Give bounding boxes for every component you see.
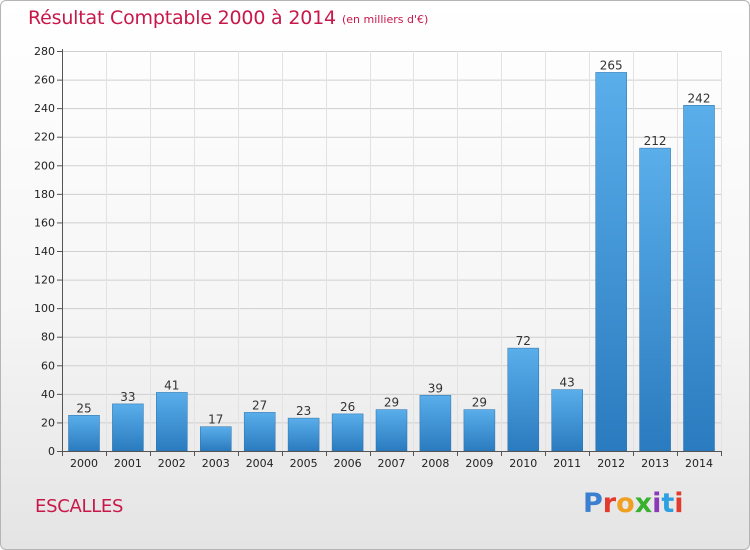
data-label: 26: [340, 400, 355, 414]
y-tick-label: 260: [34, 74, 55, 87]
bar: [507, 347, 540, 452]
data-label: 39: [428, 381, 443, 395]
data-label: 212: [644, 134, 667, 148]
data-label: 41: [164, 378, 179, 392]
bar: [419, 395, 452, 452]
logo-letter: P: [583, 488, 603, 519]
data-label: 43: [560, 376, 575, 390]
bar: [287, 417, 320, 452]
logo-letter: i: [674, 488, 684, 519]
x-tick-label: 2013: [641, 457, 669, 470]
data-label: 29: [384, 396, 399, 410]
x-tick-label: 2003: [202, 457, 230, 470]
data-label: 23: [296, 404, 311, 418]
data-label: 25: [76, 401, 91, 415]
logo-letter: x: [634, 488, 653, 519]
bar: [243, 412, 276, 452]
x-tick-label: 2006: [334, 457, 362, 470]
y-tick-label: 240: [34, 102, 55, 115]
data-label: 29: [472, 396, 487, 410]
y-tick-label: 120: [34, 274, 55, 287]
proxiti-logo[interactable]: Proxiti: [583, 488, 684, 519]
y-tick-label: 0: [48, 445, 55, 458]
bar: [68, 415, 100, 452]
bar: [112, 403, 144, 452]
data-label: 27: [252, 398, 267, 412]
x-tick-label: 2014: [685, 457, 713, 470]
bar: [551, 389, 583, 452]
axes: [57, 49, 722, 456]
x-tick-label: 2001: [114, 457, 142, 470]
y-tick-label: 280: [34, 45, 55, 58]
data-label: 72: [516, 334, 531, 348]
y-tick-label: 200: [34, 159, 55, 172]
bar: [683, 105, 715, 452]
y-tick-label: 180: [34, 188, 55, 201]
chart-subtitle: (en milliers d'€): [342, 13, 429, 26]
labels: 0 20 40 60 80 100 120 140 160 180 200 220 240 260 280 2…: [34, 45, 713, 470]
x-tick-label: 2004: [246, 457, 274, 470]
logo-letter: t: [661, 488, 675, 519]
x-tick-label: 2000: [70, 457, 98, 470]
x-tick-label: 2008: [421, 457, 449, 470]
x-tick-label: 2010: [509, 457, 537, 470]
y-tick-label: 40: [41, 388, 55, 401]
logo-letter: o: [616, 488, 635, 519]
bar: [156, 392, 188, 452]
x-tick-label: 2009: [465, 457, 493, 470]
x-tick-label: 2011: [553, 457, 581, 470]
bar: [331, 413, 364, 452]
y-tick-label: 100: [34, 302, 55, 315]
bar: [200, 426, 232, 452]
data-label: 265: [600, 58, 623, 72]
bar: [639, 147, 671, 452]
data-label: 242: [688, 91, 711, 105]
bar: [595, 72, 627, 452]
logo-letter: r: [602, 488, 617, 519]
y-tick-label: 220: [34, 131, 55, 144]
bar: [375, 409, 408, 452]
x-tick-label: 2005: [290, 457, 318, 470]
commune-name: ESCALLES: [35, 496, 124, 517]
x-tick-label: 2002: [158, 457, 186, 470]
y-tick-label: 140: [34, 245, 55, 258]
x-tick-label: 2007: [378, 457, 406, 470]
chart-title: Résultat Comptable 2000 à 2014: [28, 7, 336, 29]
bar: [463, 409, 496, 452]
y-tick-label: 20: [41, 416, 55, 429]
y-tick-label: 60: [41, 359, 55, 372]
y-tick-label: 160: [34, 216, 55, 229]
x-tick-label: 2012: [597, 457, 625, 470]
data-label: 17: [208, 413, 223, 427]
bars: [68, 72, 715, 452]
data-label: 33: [120, 390, 135, 404]
logo-letter: i: [652, 488, 662, 519]
y-tick-label: 80: [41, 331, 55, 344]
